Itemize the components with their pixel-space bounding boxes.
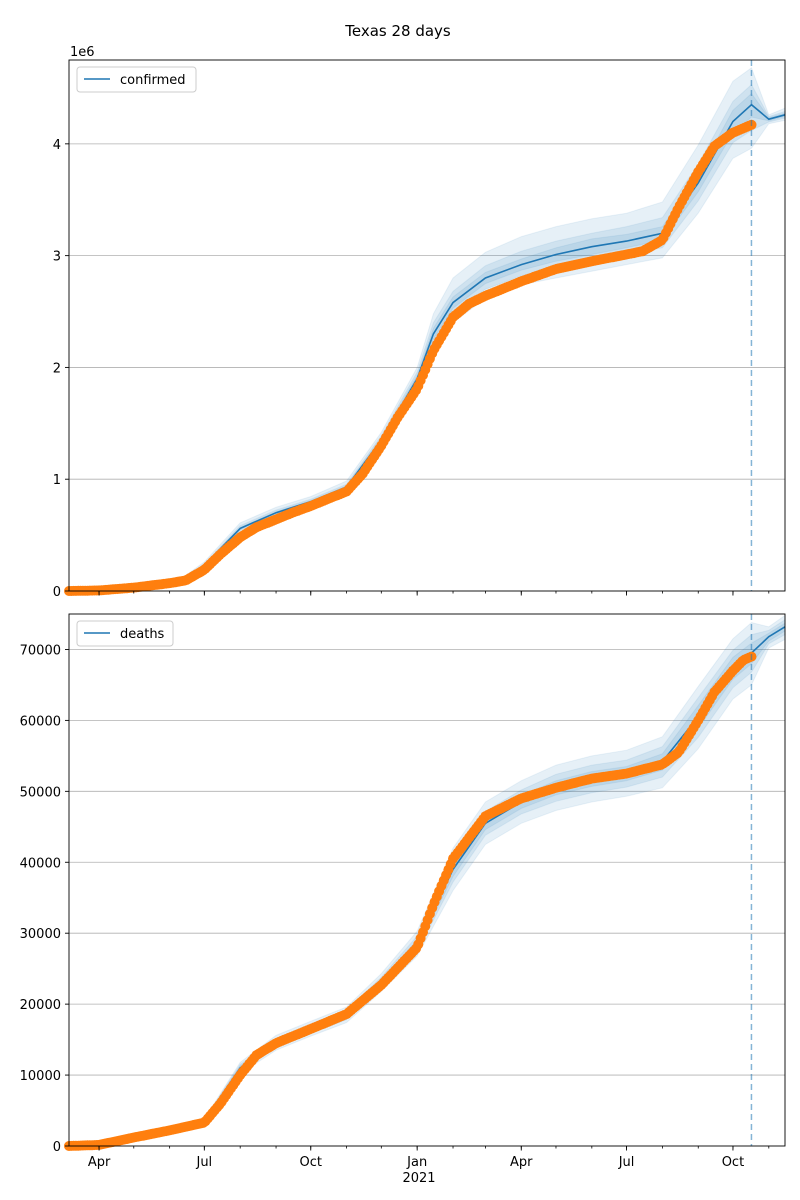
confirmed-ytick-label: 1 bbox=[53, 473, 61, 488]
confirmed-legend: confirmed bbox=[76, 66, 197, 93]
deaths-xtick-label: Jul bbox=[195, 1155, 212, 1170]
deaths-legend: deaths bbox=[76, 620, 174, 647]
deaths-axes: 0 10000 20000 30000 40000 50000 60000 70000 Apr J… bbox=[20, 613, 786, 1170]
confirmed-ytick-label: 3 bbox=[53, 250, 61, 265]
deaths-ytick-label: 0 bbox=[53, 1140, 61, 1155]
confirmed-legend-label: confirmed bbox=[120, 73, 186, 88]
deaths-xtick-label: Jan bbox=[406, 1155, 427, 1170]
x-year-label: 2021 bbox=[402, 1171, 435, 1186]
confirmed-axes-frame bbox=[68, 59, 786, 592]
deaths-ytick-label: 60000 bbox=[20, 714, 61, 729]
deaths-ytick-label: 10000 bbox=[20, 1069, 61, 1084]
deaths-legend-label: deaths bbox=[120, 627, 165, 642]
confirmed-ytick-label: 0 bbox=[53, 585, 61, 600]
deaths-xtick-label: Apr bbox=[510, 1155, 533, 1170]
deaths-ytick-label: 20000 bbox=[20, 998, 61, 1013]
confirmed-ytick-label: 2 bbox=[53, 361, 61, 376]
confirmed-y-offset-label: 1e6 bbox=[70, 45, 95, 60]
confirmed-panel: 0 1 2 3 4 1e6 confirmed bbox=[53, 45, 786, 600]
deaths-xtick-label: Oct bbox=[300, 1155, 322, 1170]
deaths-xtick-label: Jul bbox=[618, 1155, 635, 1170]
confirmed-observed-points bbox=[64, 119, 757, 596]
confirmed-ytick-label: 4 bbox=[53, 138, 61, 153]
deaths-axes-frame bbox=[68, 613, 786, 1147]
deaths-ytick-label: 70000 bbox=[20, 643, 61, 658]
deaths-xtick-label: Apr bbox=[88, 1155, 111, 1170]
deaths-grid bbox=[69, 649, 785, 1076]
figure-title: Texas 28 days bbox=[344, 22, 451, 40]
deaths-xtick-label: Oct bbox=[722, 1155, 744, 1170]
confirmed-axes: 0 1 2 3 4 bbox=[53, 59, 786, 600]
deaths-ytick-label: 30000 bbox=[20, 927, 61, 942]
deaths-observed-points bbox=[64, 651, 757, 1151]
deaths-ytick-label: 50000 bbox=[20, 785, 61, 800]
deaths-panel: 0 10000 20000 30000 40000 50000 60000 70000 Apr J… bbox=[20, 613, 786, 1170]
deaths-ytick-label: 40000 bbox=[20, 856, 61, 871]
